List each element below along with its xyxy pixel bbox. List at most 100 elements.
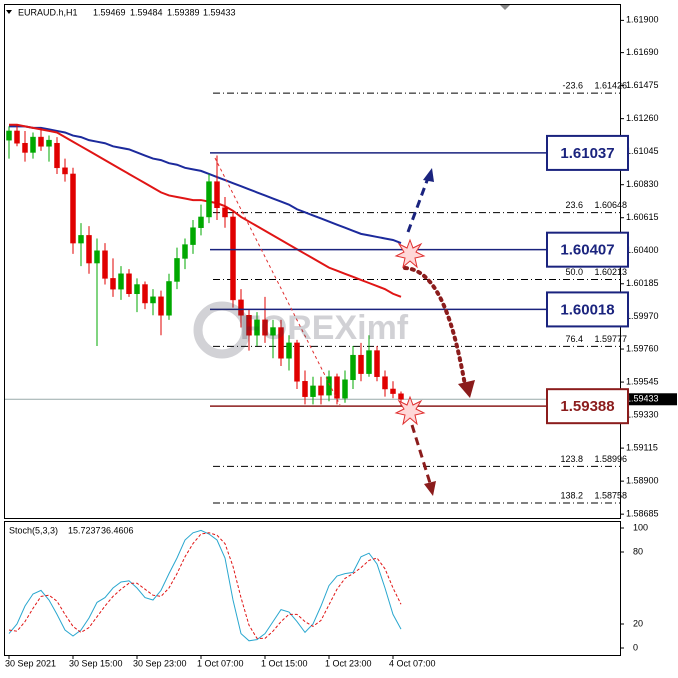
y-tick-label: 1.61900 xyxy=(626,15,659,25)
candle-body xyxy=(286,342,292,359)
y-tick-label: 1.59330 xyxy=(626,409,659,419)
y-tick-label: 1.58900 xyxy=(626,476,659,486)
candle-body xyxy=(254,319,260,336)
candle-body xyxy=(230,216,236,301)
candle-body xyxy=(382,376,388,390)
candle-body xyxy=(110,278,116,290)
header-high: 1.59484 xyxy=(130,7,163,17)
candle-body xyxy=(326,376,332,396)
candle-body xyxy=(374,350,380,377)
fib-level: 138.2 xyxy=(560,490,583,500)
candle-body xyxy=(126,273,132,295)
candle-body xyxy=(142,284,148,304)
fib-price: 1.58996 xyxy=(594,454,627,464)
candle-body xyxy=(198,216,204,228)
candle-body xyxy=(294,342,300,382)
moving-average xyxy=(9,123,402,298)
stoch-line xyxy=(8,532,402,639)
fib-price: 1.60213 xyxy=(594,267,627,277)
candle-body xyxy=(14,130,20,144)
fib-level: 76.4 xyxy=(565,334,583,344)
candle-body xyxy=(334,376,340,399)
candle-body xyxy=(78,235,84,244)
x-tick-label: 1 Oct 15:00 xyxy=(261,658,308,668)
candle-body xyxy=(70,173,76,244)
candle-body xyxy=(342,379,348,399)
candle-body xyxy=(182,244,188,259)
stoch-k-value: 15.7237 xyxy=(68,525,101,535)
header-low: 1.59389 xyxy=(167,7,200,17)
key-level-box xyxy=(546,291,629,328)
y-tick-label: 1.61260 xyxy=(626,113,659,123)
candle-body xyxy=(38,136,44,147)
candle-body xyxy=(54,142,60,169)
fib-level: 50.0 xyxy=(565,267,583,277)
stoch-line xyxy=(8,529,402,642)
stoch-y-tick-label: 100 xyxy=(633,522,648,532)
candle-body xyxy=(30,136,36,153)
fib-price: 1.60648 xyxy=(594,200,627,210)
candle-body xyxy=(86,235,92,264)
moving-average xyxy=(9,125,402,245)
fib-price: 1.61426 xyxy=(594,81,627,91)
star-marker xyxy=(394,395,426,426)
candle-body xyxy=(174,258,180,282)
fib-level: -23.6 xyxy=(562,81,583,91)
stoch-y-tick-label: 20 xyxy=(633,618,643,628)
watermark-logo xyxy=(193,301,251,359)
candle-body xyxy=(158,296,164,316)
current-price-box xyxy=(621,393,677,406)
symbol: EURAUD.h,H1 xyxy=(18,7,78,17)
y-tick-label: 1.60185 xyxy=(626,278,659,288)
fib-price: 1.59777 xyxy=(594,334,627,344)
candle-body xyxy=(302,381,308,397)
candle-body xyxy=(6,130,12,141)
candle-body xyxy=(310,385,316,397)
candle-body xyxy=(118,273,124,290)
shift-marker xyxy=(500,5,510,10)
y-tick-label: 1.59970 xyxy=(626,311,659,321)
candle-body xyxy=(246,315,252,336)
candle-body xyxy=(278,327,284,359)
y-tick-label: 1.61045 xyxy=(626,146,659,156)
candle-body xyxy=(206,181,212,218)
stoch-frame xyxy=(4,521,621,656)
key-level-label: 1.60407 xyxy=(560,242,614,259)
stoch-y-tick-label: 80 xyxy=(633,546,643,556)
candle-body xyxy=(398,393,404,400)
fib-price: 1.58758 xyxy=(594,490,627,500)
star-marker xyxy=(394,238,426,269)
key-level-box xyxy=(546,134,629,171)
candle-body xyxy=(102,250,108,279)
trend-line xyxy=(214,157,341,406)
candle-body xyxy=(62,167,68,175)
key-level-label: 1.59388 xyxy=(560,398,614,415)
header-marker xyxy=(6,10,12,14)
candle-body xyxy=(270,327,276,336)
x-tick-label: 30 Sep 15:00 xyxy=(69,658,123,668)
arrow-curve-shaft xyxy=(403,266,467,387)
candle-body xyxy=(214,181,220,208)
candle-body xyxy=(238,299,244,316)
candle-body xyxy=(366,350,372,374)
x-tick-label: 30 Sep 2021 xyxy=(5,658,56,668)
arrow-up-head xyxy=(423,168,434,182)
candle-body xyxy=(150,296,156,304)
x-tick-label: 4 Oct 07:00 xyxy=(389,658,436,668)
y-tick-label: 1.60615 xyxy=(626,212,659,222)
header-close: 1.59433 xyxy=(203,7,236,17)
candle-body xyxy=(22,142,28,153)
current-price-label: 1.59433 xyxy=(626,394,659,404)
arrow-down-head xyxy=(424,481,436,496)
candle-body xyxy=(166,281,172,316)
arrow-curve-head xyxy=(458,380,475,398)
candle-body xyxy=(358,354,364,374)
marks: 1.61900 1.61690 1.61475 1.61260 1.61045 1.608… xyxy=(5,15,677,668)
key-level-box xyxy=(546,231,629,268)
annotations: FOREXimf xyxy=(193,157,475,496)
arrow-up-shaft xyxy=(406,177,430,233)
y-tick-label: 1.59545 xyxy=(626,376,659,386)
candle-body xyxy=(134,284,140,295)
y-tick-label: 1.61690 xyxy=(626,47,659,57)
